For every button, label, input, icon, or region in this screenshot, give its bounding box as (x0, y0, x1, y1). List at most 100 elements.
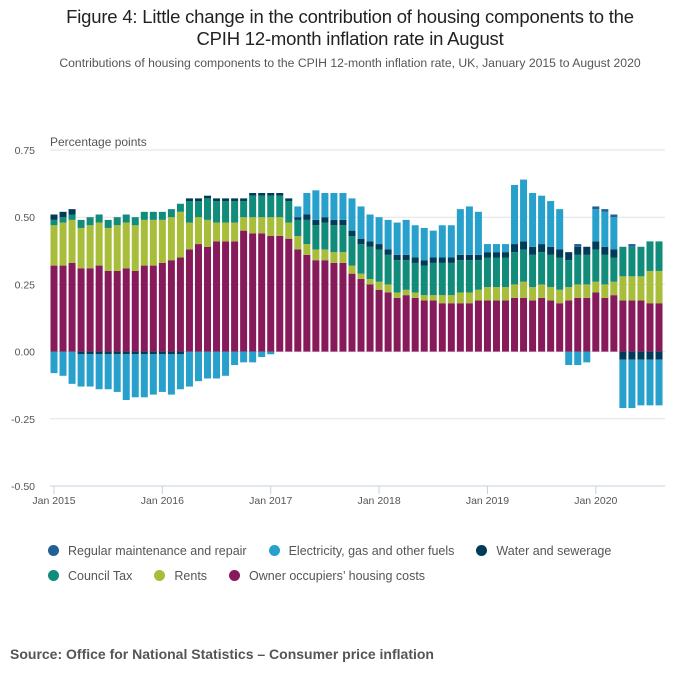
bar-segment-council-tax (185, 201, 193, 223)
bar-segment-rents (619, 276, 627, 301)
bar-segment-council-tax (511, 252, 519, 285)
legend-label: Water and sewerage (496, 543, 612, 558)
bar-segment-electricity-gas-and-other-fuels (420, 227, 428, 261)
bar-segment-rents (231, 222, 239, 242)
x-axis: Jan 2015 Jan 2016 Jan 2017 Jan 2018 Jan 2019… (32, 485, 665, 507)
legend-item-water-sewerage[interactable]: Water and sewerage (476, 544, 611, 558)
bar-segment-rents (312, 249, 320, 261)
bar-segment-water-and-sewerage (420, 260, 428, 266)
bar-segment-council-tax (104, 219, 112, 228)
bar-segment-electricity-gas-and-other-fuels (655, 359, 663, 406)
bar-segment-water-and-sewerage (511, 244, 519, 253)
bar-segment-council-tax (456, 260, 464, 293)
bar-segment-council-tax (222, 201, 230, 223)
bar-segment-rents (95, 222, 103, 266)
bar-segment-electricity-gas-and-other-fuels (321, 193, 329, 218)
bar-segment-owner-occupiers-housing-costs (574, 297, 582, 352)
bar-segment-council-tax (384, 254, 392, 285)
bar-segment-water-and-sewerage (339, 219, 347, 226)
bar-segment-regular-maintenance-and-repair (592, 206, 600, 210)
bar-segment-owner-occupiers-housing-costs (330, 262, 338, 352)
bar-segment-rents (483, 287, 491, 301)
bar-segment-rents (529, 287, 537, 301)
bar-segment-council-tax (438, 262, 446, 296)
bar-segment-rents (113, 225, 121, 271)
bar-segment-owner-occupiers-housing-costs (583, 297, 591, 352)
bar-segment-electricity-gas-and-other-fuels (547, 201, 555, 247)
bar-segment-owner-occupiers-housing-costs (492, 300, 500, 352)
x-tick-label: Jan 2019 (466, 495, 509, 507)
bar-segment-electricity-gas-and-other-fuels (411, 225, 419, 258)
bar-segment-council-tax (285, 201, 293, 223)
bar-segment-owner-occupiers-housing-costs (366, 284, 374, 352)
bar-segment-council-tax (547, 254, 555, 288)
bar-segment-owner-occupiers-housing-costs (610, 295, 618, 352)
bar-segment-owner-occupiers-housing-costs (357, 279, 365, 352)
bar-segment-council-tax (637, 246, 645, 277)
bar-segment-rents (339, 252, 347, 263)
bar-segment-owner-occupiers-housing-costs (104, 270, 112, 352)
bar-segment-rents (547, 287, 555, 301)
bar-segment-water-and-sewerage (628, 351, 636, 360)
bar-segment-electricity-gas-and-other-fuels (556, 209, 564, 250)
legend-item-owner-occupiers[interactable]: Owner occupiers’ housing costs (229, 569, 425, 583)
bar-segment-rents (465, 292, 473, 304)
bar-segment-council-tax (258, 195, 266, 218)
legend-row-2: Council Tax Rents Owner occupiers’ housi… (48, 563, 668, 588)
bar-segment-electricity-gas-and-other-fuels (366, 214, 374, 242)
bar-segment-council-tax (655, 241, 663, 271)
bar-segment-council-tax (574, 254, 582, 285)
bar-segment-rents (59, 222, 67, 266)
bar-segment-council-tax (393, 260, 401, 293)
bar-segment-rents (330, 252, 338, 263)
legend-item-regular-maintenance[interactable]: Regular maintenance and repair (48, 544, 247, 558)
bar-segment-water-and-sewerage (240, 198, 248, 202)
bar-segment-electricity-gas-and-other-fuels (583, 351, 591, 363)
bar-segment-owner-occupiers-housing-costs (50, 265, 58, 352)
bar-segment-owner-occupiers-housing-costs (393, 297, 401, 352)
bar-segment-owner-occupiers-housing-costs (628, 300, 636, 352)
bar-segment-electricity-gas-and-other-fuels (492, 244, 500, 253)
bar-segment-council-tax (95, 214, 103, 223)
bar-segment-water-and-sewerage (429, 257, 437, 263)
bar-segment-water-and-sewerage (619, 351, 627, 360)
bar-segment-council-tax (556, 257, 564, 290)
bar-segment-electricity-gas-and-other-fuels (628, 359, 636, 409)
bar-segment-rents (492, 287, 500, 301)
bar-segment-council-tax (86, 217, 94, 226)
bar-segment-owner-occupiers-housing-costs (122, 268, 130, 352)
bar-segment-water-and-sewerage (474, 254, 482, 261)
bar-segment-rents (456, 292, 464, 304)
bar-segment-council-tax (610, 257, 618, 282)
bar-segment-council-tax (357, 244, 365, 274)
chart-subtitle: Contributions of housing components to t… (59, 56, 641, 70)
legend-item-council-tax[interactable]: Council Tax (48, 569, 132, 583)
bar-segment-rents (474, 289, 482, 301)
bar-segment-rents (50, 225, 58, 266)
bar-segment-council-tax (465, 260, 473, 293)
bar-segment-water-and-sewerage (312, 219, 320, 226)
bar-segment-council-tax (375, 249, 383, 282)
bar-segment-electricity-gas-and-other-fuels (619, 359, 627, 409)
bar-segment-water-and-sewerage (348, 230, 356, 237)
bar-segment-council-tax (140, 211, 148, 220)
bar-segment-electricity-gas-and-other-fuels (574, 351, 582, 366)
legend-item-electricity-gas[interactable]: Electricity, gas and other fuels (268, 544, 454, 558)
legend-item-rents[interactable]: Rents (154, 569, 207, 583)
legend-dot-icon (229, 570, 241, 581)
bar-segment-owner-occupiers-housing-costs (204, 246, 212, 352)
bar-segment-rents (511, 284, 519, 298)
bar-segment-rents (420, 295, 428, 301)
bar-segment-electricity-gas-and-other-fuels (483, 244, 491, 253)
x-tick-label: Jan 2015 (32, 495, 75, 507)
bar-segment-owner-occupiers-housing-costs (547, 300, 555, 352)
bar-segment-council-tax (646, 241, 654, 271)
bar-segment-electricity-gas-and-other-fuels (303, 193, 311, 215)
bar-segment-electricity-gas-and-other-fuels (465, 206, 473, 255)
bar-segment-owner-occupiers-housing-costs (131, 270, 139, 352)
bar-segment-electricity-gas-and-other-fuels (511, 184, 519, 245)
bar-segment-council-tax (303, 219, 311, 245)
y-tick-label: 0.00 (15, 347, 36, 359)
bar-segment-rents (185, 222, 193, 250)
bar-segment-rents (556, 289, 564, 304)
